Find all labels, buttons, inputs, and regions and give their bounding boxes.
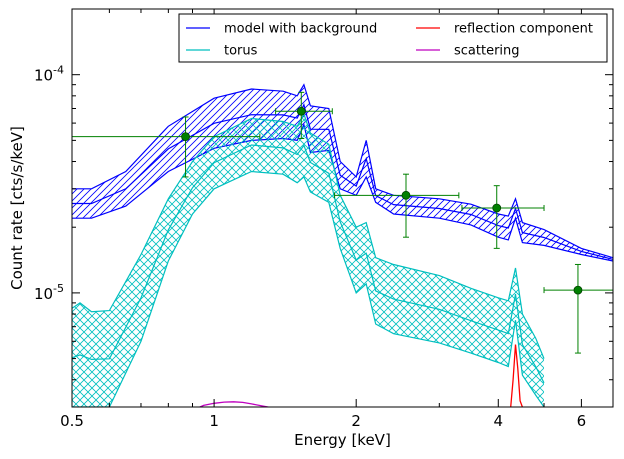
y-axis-label: Count rate [cts/s/keV]	[8, 126, 26, 290]
series-reflection-component-line	[510, 344, 524, 407]
data-point-1	[72, 116, 261, 178]
series-model-with-background-median	[72, 103, 613, 260]
y-tick-label: 10-4	[34, 64, 64, 85]
series-torus-upper	[72, 112, 545, 359]
legend-entry: torus	[186, 44, 258, 59]
data-point-marker	[401, 190, 411, 200]
x-tick-label: 2	[351, 412, 361, 430]
y-tick-label: 10-5	[34, 282, 64, 303]
plot-area	[72, 83, 613, 407]
data-point-5	[543, 263, 613, 354]
x-tick-label: 1	[209, 412, 219, 430]
legend-label: torus	[224, 44, 258, 59]
series-torus-band	[72, 114, 544, 407]
x-tick-label: 0.5	[60, 412, 84, 430]
data-point-3	[334, 173, 460, 238]
series-model-with-background-upper	[72, 83, 613, 259]
legend-label: reflection component	[454, 22, 593, 37]
plot-frame	[71, 8, 614, 408]
data-point-2	[275, 91, 333, 140]
x-axis-label: Energy [keV]	[294, 431, 391, 449]
data-point-4	[461, 185, 545, 249]
legend-entry: scattering	[416, 44, 520, 59]
legend-entry: reflection component	[416, 22, 593, 37]
legend-label: model with background	[224, 22, 377, 37]
legend-entry: model with background	[186, 22, 377, 37]
legend-label: scattering	[454, 44, 520, 59]
data-point-marker	[492, 203, 502, 213]
data-point-marker	[181, 132, 190, 142]
series-torus-median	[72, 144, 545, 384]
series-scattering-line	[198, 401, 272, 407]
series-torus-lower	[72, 170, 545, 407]
x-tick-label: 4	[494, 412, 504, 430]
axis-ticks: 0.5 1 2 4 6 10-5 10-4	[34, 8, 614, 430]
x-tick-label: 6	[577, 412, 587, 430]
legend-box	[178, 13, 608, 63]
data-point-marker	[296, 106, 306, 116]
legend: model with background reflection componen…	[178, 13, 608, 63]
data-point-marker	[573, 285, 583, 295]
